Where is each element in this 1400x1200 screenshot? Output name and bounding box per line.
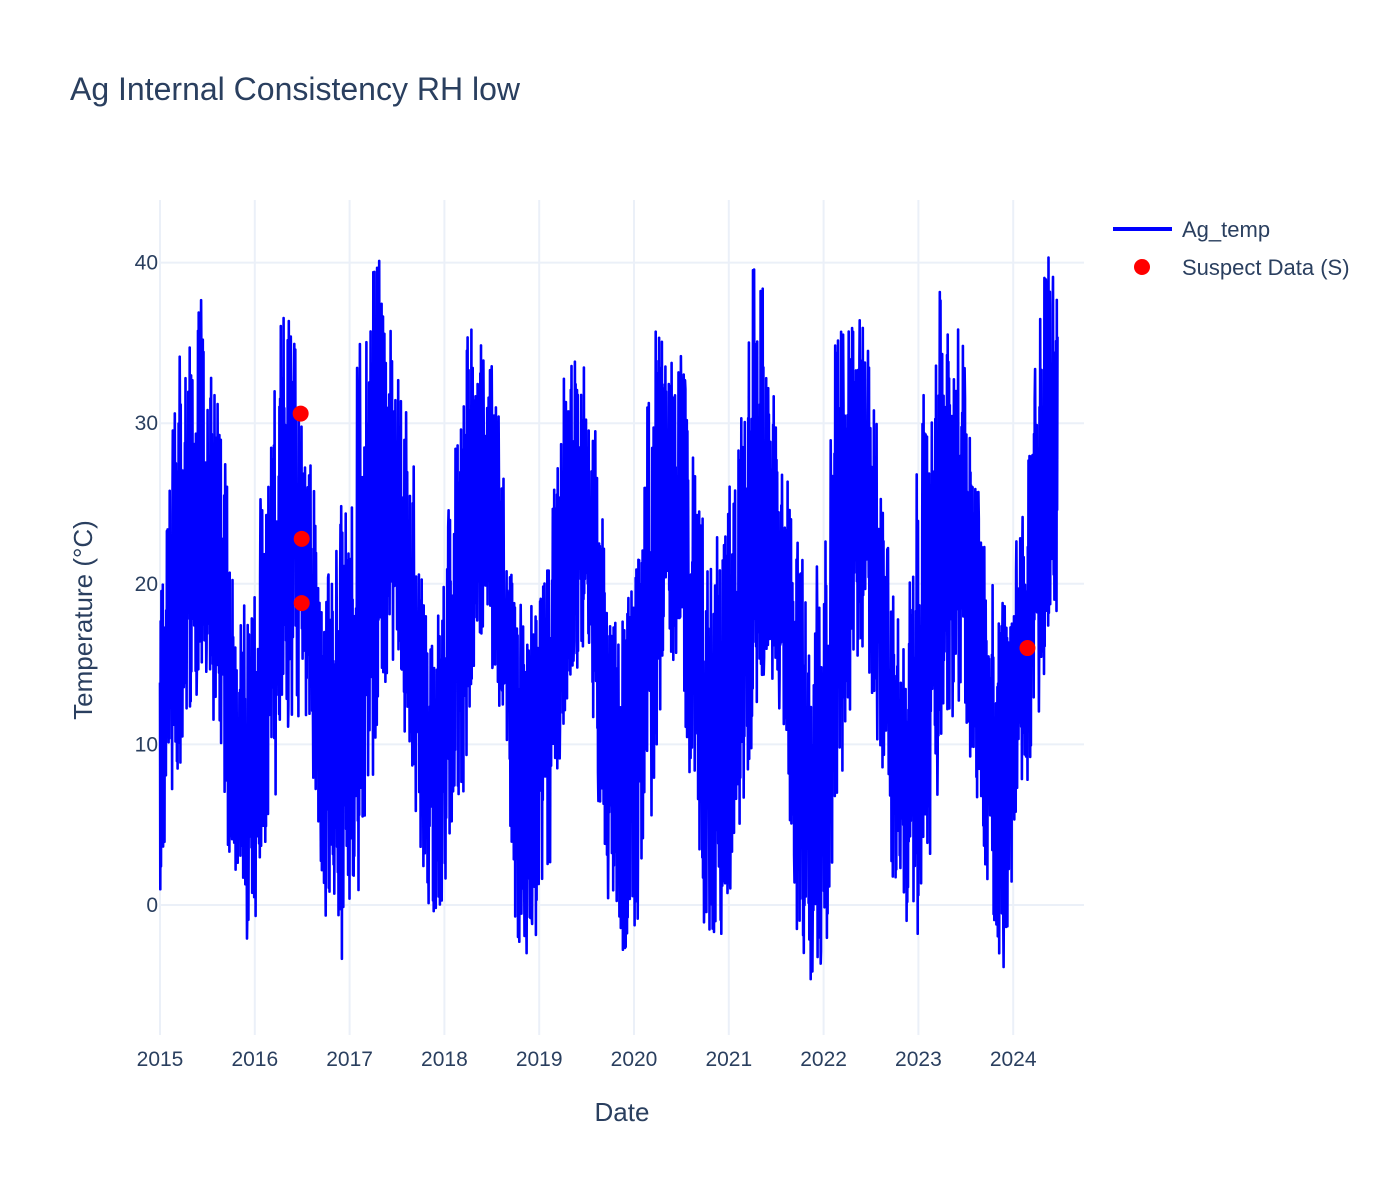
x-tick-label: 2024 [990, 1048, 1037, 1071]
legend-marker-swatch [1134, 259, 1150, 275]
x-tick-label: 2019 [516, 1048, 563, 1071]
suspect-data-point[interactable] [293, 595, 310, 612]
x-tick-label: 2021 [705, 1048, 752, 1071]
y-tick-label: 0 [146, 894, 158, 917]
legend[interactable]: Ag_temp Suspect Data (S) [1113, 217, 1350, 280]
x-tick-label: 2022 [800, 1048, 847, 1071]
ag-temp-line [158, 256, 1059, 981]
y-tick-label: 20 [135, 573, 158, 596]
legend-label-suspect-data: Suspect Data (S) [1182, 255, 1350, 280]
y-tick-label: 30 [135, 412, 158, 435]
x-axis-title: Date [595, 1097, 650, 1127]
x-tick-label: 2023 [895, 1048, 942, 1071]
y-tick-label: 40 [135, 252, 158, 275]
x-tick-labels: 2015 2016 2017 2018 2019 2020 2021 2022 2023 2024 [137, 1048, 1037, 1071]
y-tick-labels: 0 10 20 30 40 [135, 252, 158, 917]
chart-title: Ag Internal Consistency RH low [70, 71, 521, 107]
x-tick-label: 2016 [231, 1048, 278, 1071]
x-tick-label: 2015 [137, 1048, 184, 1071]
suspect-data-point[interactable] [293, 530, 310, 547]
x-tick-label: 2017 [326, 1048, 373, 1071]
ag-temp-series [158, 256, 1059, 981]
x-tick-label: 2020 [611, 1048, 658, 1071]
y-tick-label: 10 [135, 733, 158, 756]
suspect-data-point[interactable] [292, 405, 309, 422]
suspect-data-series [292, 405, 1036, 657]
x-tick-label: 2018 [421, 1048, 468, 1071]
suspect-data-point[interactable] [1019, 640, 1036, 657]
y-axis-title: Temperature (°C) [68, 520, 98, 720]
legend-label-ag-temp: Ag_temp [1182, 217, 1270, 242]
